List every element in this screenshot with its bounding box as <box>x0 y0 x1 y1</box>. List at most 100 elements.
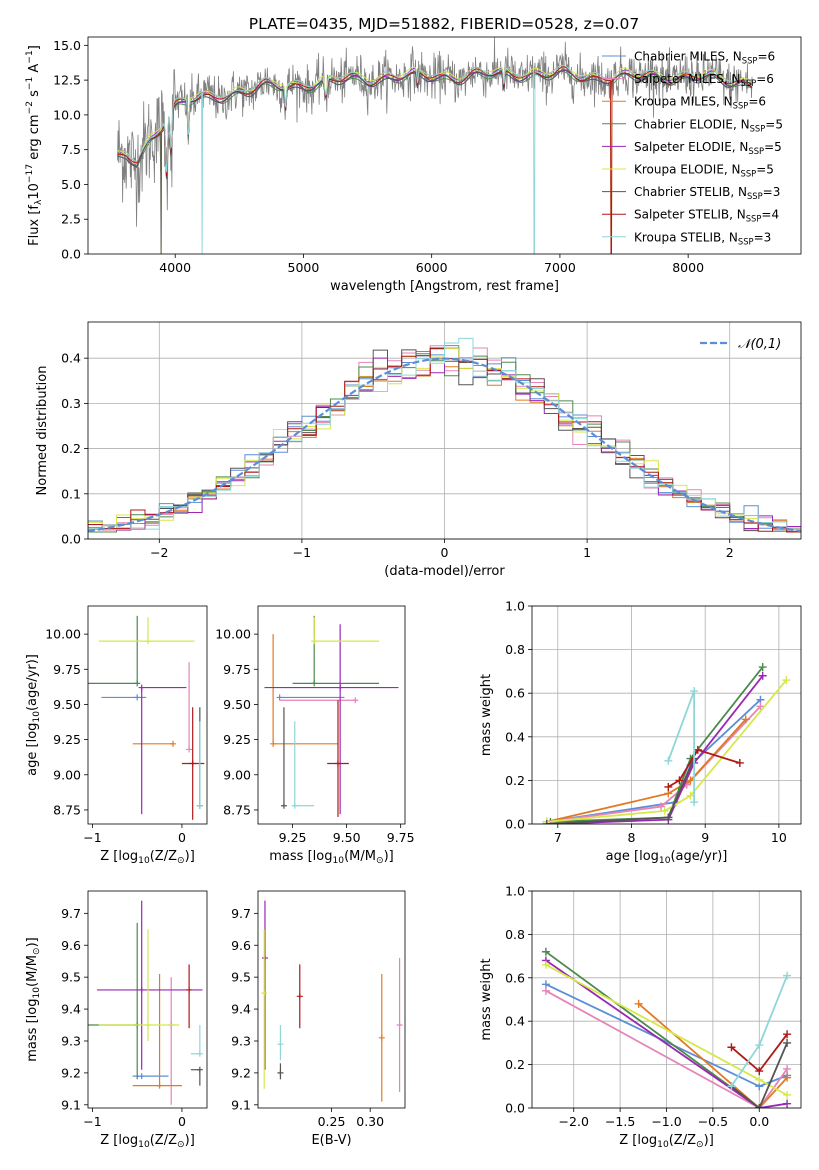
errorbar-point <box>270 634 338 747</box>
weights-vs-age-panel: 7 8 9 10 0.0 0.2 0.4 0.6 0.8 1.0 age [log10(age/yr… <box>479 599 802 866</box>
x-tick-label: 1 <box>583 545 591 560</box>
axes-frame: −2 −1 0 1 2 0.0 0.1 0.2 0.3 0.4 (data-model)/error… <box>35 321 802 579</box>
weight-point-marker <box>542 820 551 824</box>
weight-point-marker <box>664 756 673 765</box>
legend-label: Kroupa ELODIE, NSSP=5 <box>634 163 774 179</box>
mass-weight-series-line <box>546 679 787 823</box>
x-tick-label: −2.0 <box>559 1114 589 1129</box>
x-tick-label: 6000 <box>416 260 448 275</box>
point-marker <box>138 986 145 993</box>
weight-point-marker <box>675 776 684 785</box>
age-vs-metallicity-panel: −1 0 8.75 9.00 9.25 9.50 9.75 10.00 Z [log10(Z/Z… <box>25 605 208 866</box>
legend-label: Chabrier MILES, NSSP=6 <box>634 50 775 66</box>
mass-weight-series-line <box>550 675 764 824</box>
x-tick-label: 0.25 <box>318 1114 346 1129</box>
errorbar-point <box>132 740 176 747</box>
y-tick-label: 0.4 <box>505 729 525 744</box>
legend-label: Kroupa MILES, NSSP=6 <box>634 95 766 111</box>
weight-point-marker <box>693 745 702 754</box>
mass-weight-series-line <box>546 705 762 823</box>
legend-label: Salpeter MILES, NSSP=6 <box>634 72 774 88</box>
y-tick-label: 9.7 <box>231 906 251 921</box>
point-marker <box>156 1082 163 1089</box>
weight-point-marker <box>664 782 673 791</box>
legend-label: Kroupa STELIB, NSSP=3 <box>634 230 771 246</box>
weight-point-marker <box>755 1104 764 1108</box>
weight-point-marker <box>783 1030 792 1039</box>
weight-point-marker <box>656 802 665 811</box>
point-marker <box>186 986 193 993</box>
point-marker <box>334 760 341 767</box>
legend-label: Chabrier ELODIE, NSSP=5 <box>634 117 783 133</box>
point-marker <box>189 760 196 767</box>
y-tick-label: 0.4 <box>505 1014 525 1029</box>
weight-point-marker <box>782 676 791 685</box>
x-axis-label: mass [log10(M/M⊙)] <box>269 849 393 866</box>
point-marker <box>396 1022 403 1029</box>
weight-point-marker <box>690 687 699 696</box>
point-marker <box>261 955 268 962</box>
x-axis-label: wavelength [Angstrom, rest frame] <box>330 279 559 294</box>
errorbar-point <box>261 900 268 1070</box>
weight-point-marker <box>783 971 792 980</box>
weight-point-marker <box>783 1038 792 1047</box>
errorbar-point <box>190 1066 203 1086</box>
x-axis-label: age [log10(age/yr)] <box>606 849 728 866</box>
plot-area <box>261 900 403 1102</box>
y-tick-label: 0.3 <box>61 396 81 411</box>
y-tick-label: 9.2 <box>231 1065 251 1080</box>
errorbar-point <box>264 624 399 815</box>
x-tick-label: 0 <box>178 1114 186 1129</box>
weight-point-marker <box>758 663 767 672</box>
x-axis-label: (data-model)/error <box>384 564 505 579</box>
point-marker <box>277 1069 284 1076</box>
y-tick-label: 9.7 <box>61 906 81 921</box>
mass-weight-series-line <box>730 1042 788 1108</box>
y-axis-label: age [log10(age/yr)] <box>25 654 42 776</box>
x-tick-label: −1 <box>83 1114 101 1129</box>
y-tick-label: 9.50 <box>223 697 251 712</box>
y-axis-label: mass weight <box>479 674 494 756</box>
weight-point-marker <box>755 1067 764 1076</box>
errorbar-point <box>101 694 147 701</box>
weight-point-marker <box>758 671 767 680</box>
errorbar-point <box>132 1073 169 1080</box>
y-tick-label: 9.00 <box>53 767 81 782</box>
x-axis-label: E(B-V) <box>311 1133 351 1148</box>
errorbar-point <box>292 615 380 687</box>
y-tick-label: 9.5 <box>231 970 251 985</box>
axes-frame: 4000 5000 6000 7000 8000 0.0 2.5 5.0 7.5 10.0 12.5… <box>25 36 802 294</box>
mass-vs-metallicity-panel: −1 0 9.1 9.2 9.3 9.4 9.5 9.6 9.7 Z [log10(Z/Z⊙)] m… <box>25 890 208 1150</box>
legend-label: Salpeter ELODIE, NSSP=5 <box>634 140 782 156</box>
y-tick-label: 0.0 <box>505 817 525 832</box>
mass-vs-ebv-panel: 0.25 0.30 9.1 9.2 9.3 9.4 9.5 9.6 9.7 E(B-V) <box>231 890 406 1148</box>
point-marker <box>144 638 151 645</box>
axes-frame: −1 0 8.75 9.00 9.25 9.50 9.75 10.00 Z [log10(Z/Z… <box>25 605 208 866</box>
x-tick-label: 7 <box>554 830 562 845</box>
spectrum-legend: Chabrier MILES, NSSP=6 Salpeter MILES, NS… <box>602 50 783 246</box>
errorbar-point <box>190 1025 203 1057</box>
plot-area <box>88 615 205 820</box>
point-marker <box>196 802 203 809</box>
errorbar-point <box>291 721 315 809</box>
weight-point-marker <box>634 999 643 1008</box>
axes-border <box>531 890 802 1109</box>
errorbar-point <box>277 1063 284 1080</box>
y-axis-label: Flux [fλ10−17 erg cm−2 s−1 A−1] <box>25 45 44 246</box>
point-marker <box>144 1022 151 1029</box>
y-tick-label: 9.4 <box>231 1002 251 1017</box>
axes-frame: 7 8 9 10 0.0 0.2 0.4 0.6 0.8 1.0 age [log10(age/yr… <box>479 599 802 866</box>
y-tick-label: 9.2 <box>61 1065 81 1080</box>
mass-weight-series-line <box>638 1003 788 1108</box>
errorbar-point <box>88 922 141 1080</box>
residuals-legend: 𝒩(0,1) <box>700 337 781 352</box>
y-tick-label: 9.1 <box>231 1097 251 1112</box>
axes-frame: −2.0 −1.5 −1.0 −0.5 0.0 0.0 0.2 0.4 0.6 0.8 1.0 Z [… <box>479 884 802 1150</box>
point-marker <box>134 694 141 701</box>
model-spectrum-line <box>117 66 753 254</box>
age-vs-mass-panel: 9.25 9.50 9.75 8.75 9.00 9.25 9.50 9.75 10.00 mas… <box>215 605 415 866</box>
errorbar-point <box>186 662 193 753</box>
weight-point-marker <box>735 758 744 767</box>
plot-area <box>542 663 791 824</box>
point-marker <box>352 697 359 704</box>
